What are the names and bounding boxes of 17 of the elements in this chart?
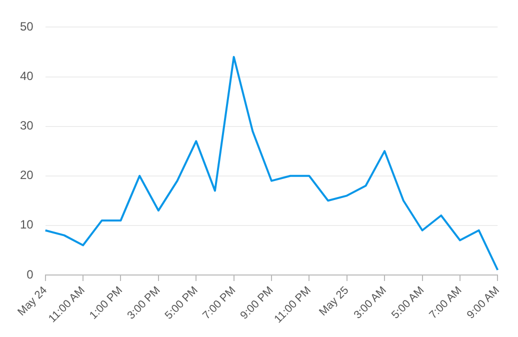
x-tick-label: 7:00 PM [200, 284, 238, 322]
y-tick-label: 20 [20, 168, 34, 182]
x-tick-label: 1:00 PM [88, 284, 125, 322]
y-tick-label: 0 [26, 267, 34, 282]
y-tick-label: 50 [20, 20, 34, 34]
y-tick-label: 40 [20, 69, 34, 84]
x-tick-label: 5:00 AM [390, 284, 427, 322]
x-tick-label: 9:00 AM [464, 284, 502, 322]
x-tick-label: 3:00 PM [125, 284, 163, 322]
x-tick-label: May 25 [317, 284, 352, 318]
x-tick-label: 5:00 PM [162, 284, 200, 322]
x-tick-label: May 24 [16, 284, 50, 318]
x-tick-label: 9:00 PM [238, 284, 276, 322]
x-tick-label: 7:00 AM [427, 284, 464, 322]
x-tick-label: 3:00 AM [352, 284, 389, 322]
y-tick-label: 10 [20, 218, 34, 232]
y-tick-label: 30 [20, 118, 34, 133]
